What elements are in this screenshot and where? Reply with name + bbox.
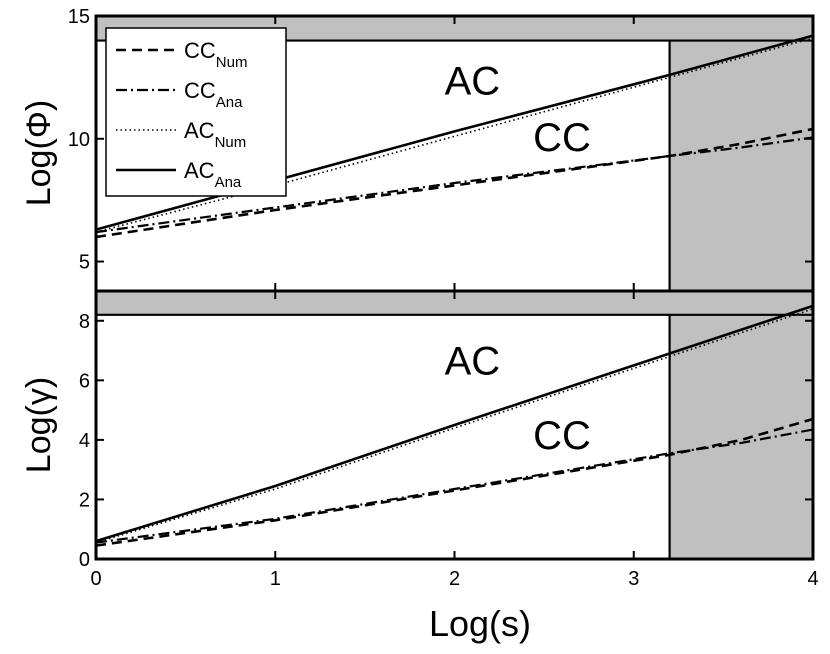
top-y-axis-label: Log(Φ) bbox=[20, 100, 58, 207]
top-panel: 5 10 15 AC CC Log(Φ) bbox=[20, 6, 815, 293]
legend: CCNum CCAna ACNum ACAna bbox=[105, 27, 287, 197]
legend-box bbox=[105, 27, 287, 197]
bottom-ytick-label: 8 bbox=[79, 311, 90, 333]
top-shade-right-band bbox=[669, 40, 813, 291]
top-annotations: AC CC bbox=[445, 60, 591, 160]
top-series-ac-ana bbox=[95, 34, 814, 231]
bottom-ytick-label: 0 bbox=[79, 549, 90, 571]
x-axis-label: Log(s) bbox=[429, 603, 531, 644]
bottom-shade-right-band bbox=[669, 314, 813, 559]
bottom-xtick-label: 4 bbox=[807, 568, 818, 590]
legend-label-cc-num: CCNum bbox=[184, 38, 247, 71]
bottom-ytick-label: 6 bbox=[79, 370, 90, 392]
bottom-annotation-ac: AC bbox=[445, 339, 501, 383]
bottom-ytick-label: 2 bbox=[79, 489, 90, 511]
top-ytick-label: 10 bbox=[68, 129, 90, 151]
bottom-ytick-label: 4 bbox=[79, 430, 90, 452]
bottom-series-cc-num bbox=[95, 417, 814, 547]
top-ytick-label: 15 bbox=[68, 6, 90, 28]
bottom-y-axis-label: Log(γ) bbox=[20, 377, 58, 473]
bottom-xtick-label: 0 bbox=[90, 568, 101, 590]
legend-label-cc-ana: CCAna bbox=[184, 78, 243, 111]
bottom-xtick-label: 2 bbox=[449, 568, 460, 590]
top-series-cc-num bbox=[95, 127, 814, 239]
bottom-annotations: AC CC bbox=[445, 339, 591, 457]
legend-label-ac-ana: ACAna bbox=[184, 158, 242, 191]
top-series-ac-num bbox=[95, 37, 814, 233]
legend-label-ac-num: ACNum bbox=[184, 118, 246, 151]
bottom-series-ac-ana bbox=[95, 304, 814, 543]
bottom-series-group bbox=[95, 304, 814, 547]
top-series-cc-ana bbox=[95, 136, 814, 234]
legend-items: CCNum CCAna ACNum ACAna bbox=[116, 38, 247, 191]
top-series-group bbox=[95, 34, 814, 239]
top-annotation-ac: AC bbox=[445, 60, 501, 104]
bottom-annotation-cc: CC bbox=[533, 414, 591, 458]
bottom-series-cc-ana bbox=[95, 428, 814, 544]
bottom-xtick-label: 3 bbox=[628, 568, 639, 590]
bottom-xtick-label: 1 bbox=[270, 568, 281, 590]
bottom-series-ac-num bbox=[95, 308, 814, 544]
bottom-plot-frame bbox=[94, 289, 815, 561]
top-annotation-cc: CC bbox=[533, 116, 591, 160]
top-ytick-label: 5 bbox=[79, 252, 90, 274]
bottom-panel: 0 2 4 6 8 0 1 2 3 4 AC CC Log(γ) Log(s) bbox=[20, 289, 819, 644]
